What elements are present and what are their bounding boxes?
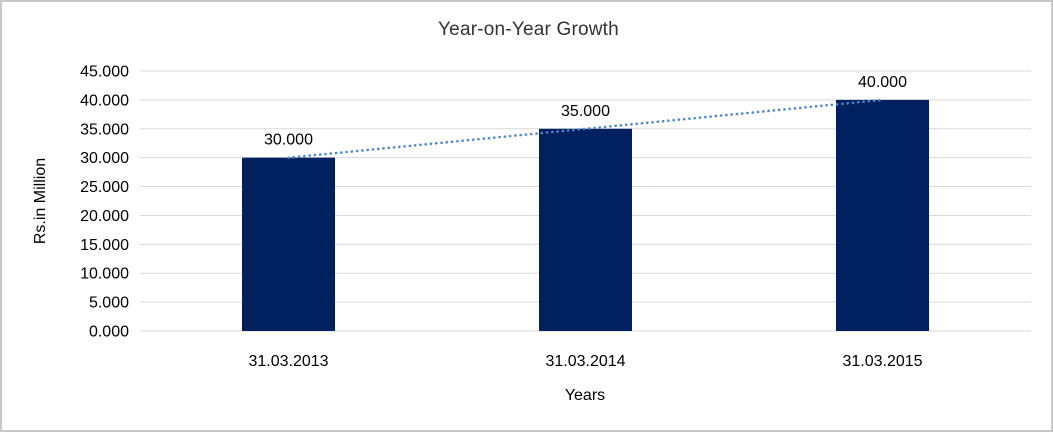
bar-value-label: 30.000 — [264, 132, 313, 149]
bar-31.03.2014[interactable] — [539, 128, 632, 331]
y-axis-tick-label: 0.000 — [89, 324, 129, 341]
y-axis-tick-label: 20.000 — [80, 208, 129, 225]
y-axis-tick-label: 10.000 — [80, 266, 129, 283]
bar-31.03.2013[interactable] — [242, 157, 335, 331]
y-axis-tick-label: 35.000 — [80, 121, 129, 138]
trendline — [287, 98, 884, 159]
x-axis-title: Years — [564, 387, 606, 404]
x-axis-tick-label: 31.03.2013 — [248, 353, 328, 370]
bar-value-label: 40.000 — [858, 74, 907, 91]
chart-title: Year-on-Year Growth — [438, 19, 619, 40]
y-axis-tick-label: 15.000 — [80, 237, 129, 254]
bar-31.03.2015[interactable] — [836, 99, 929, 331]
x-axis-tick-label: 31.03.2015 — [842, 353, 922, 370]
y-axis-tick-label: 5.000 — [89, 295, 129, 312]
y-axis-tick-label: 45.000 — [80, 64, 129, 81]
y-axis-tick-label: 25.000 — [80, 179, 129, 196]
bar-value-label: 35.000 — [561, 103, 610, 120]
y-axis-tick-label: 30.000 — [80, 150, 129, 167]
x-axis-tick-label: 31.03.2014 — [545, 353, 625, 370]
y-axis-tick-label: 40.000 — [80, 92, 129, 109]
